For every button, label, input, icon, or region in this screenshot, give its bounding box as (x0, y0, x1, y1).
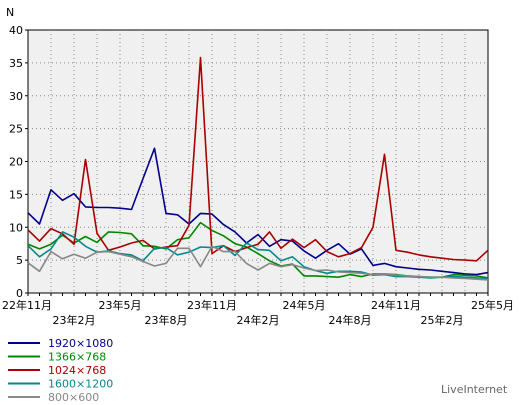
x-tick-label: 22年11月 (2, 298, 52, 312)
y-tick-label: 0 (16, 287, 23, 300)
y-tick-label: 5 (16, 254, 23, 267)
series-line-2 (27, 56, 489, 262)
y-tick-label: 25 (9, 123, 23, 136)
y-axis-label: N (6, 6, 14, 19)
x-tick-label: 23年5月 (99, 298, 142, 312)
x-tick-label: 23年11月 (187, 298, 237, 312)
x-tick-label: 24年11月 (371, 298, 421, 312)
grid (28, 30, 488, 293)
x-tick-label: 24年2月 (237, 313, 280, 327)
x-axis: 22年11月23年2月23年5月23年8月23年11月24年2月24年5月24年… (2, 293, 514, 327)
y-tick-label: 35 (9, 57, 23, 70)
x-tick-label: 23年8月 (145, 313, 188, 327)
legend-label: 1366×768 (48, 351, 106, 364)
x-tick-label: 24年5月 (283, 298, 326, 312)
y-tick-label: 15 (9, 188, 23, 201)
legend-label: 1024×768 (48, 364, 106, 377)
series-line-0 (27, 147, 489, 276)
series-lines (27, 56, 489, 281)
legend-label: 800×600 (48, 391, 99, 404)
y-axis: 0 5 10 15 20 25 30 35 40 (9, 24, 28, 300)
x-tick-label: 25年2月 (421, 313, 464, 327)
legend: 1920×10801366×7681024×7681600×1200800×60… (8, 337, 113, 404)
x-tick-label: 24年8月 (329, 313, 372, 327)
y-tick-label: 20 (9, 156, 23, 169)
series-line-4 (27, 245, 489, 281)
y-tick-label: 10 (9, 221, 23, 234)
brand-label: LiveInternet (441, 383, 508, 396)
x-tick-label: 23年2月 (53, 313, 96, 327)
y-tick-label: 30 (9, 90, 23, 103)
y-tick-label: 40 (9, 24, 23, 37)
x-tick-label: 25年5月 (471, 298, 514, 312)
legend-label: 1920×1080 (48, 337, 113, 350)
legend-label: 1600×1200 (48, 378, 113, 391)
